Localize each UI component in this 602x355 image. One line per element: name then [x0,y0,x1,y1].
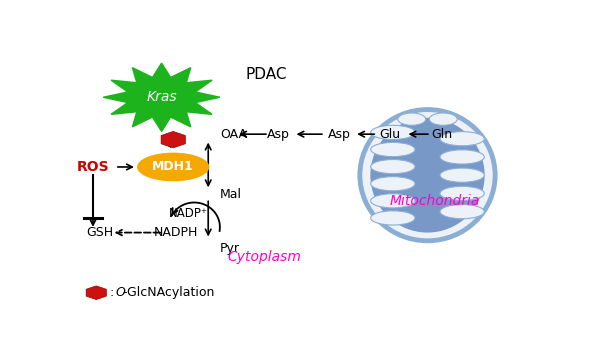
Text: NADP⁺: NADP⁺ [169,207,208,220]
Text: Asp: Asp [327,128,350,141]
Text: PDAC: PDAC [246,66,287,82]
Text: Pyr: Pyr [220,242,240,256]
Text: Kras: Kras [146,90,177,104]
Text: :: : [110,286,119,299]
Polygon shape [161,131,185,148]
Ellipse shape [440,132,484,146]
Text: Glu: Glu [380,128,401,141]
Ellipse shape [371,177,415,191]
Text: ROS: ROS [76,160,110,174]
Polygon shape [86,286,107,300]
Ellipse shape [371,194,415,208]
Text: Mitochondria: Mitochondria [389,194,480,208]
Ellipse shape [371,211,415,225]
Ellipse shape [398,113,426,125]
Text: O: O [116,286,126,299]
Text: GSH: GSH [86,226,113,239]
Text: OAA: OAA [220,128,247,141]
Ellipse shape [440,168,484,182]
Text: -GlcNAcylation: -GlcNAcylation [122,286,215,299]
Ellipse shape [370,118,485,233]
Ellipse shape [440,186,484,201]
Ellipse shape [440,204,484,219]
Text: Mal: Mal [220,188,242,201]
Text: Gln: Gln [431,128,452,141]
Ellipse shape [440,150,484,164]
Text: Cytoplasm: Cytoplasm [228,250,301,264]
Polygon shape [104,63,220,131]
Ellipse shape [371,125,415,140]
Ellipse shape [429,113,458,125]
Text: Asp: Asp [267,128,290,141]
Text: NADPH: NADPH [154,226,197,239]
Text: MDH1: MDH1 [152,160,194,174]
Ellipse shape [371,142,415,157]
Ellipse shape [360,110,495,241]
Ellipse shape [137,153,209,181]
Ellipse shape [371,159,415,174]
